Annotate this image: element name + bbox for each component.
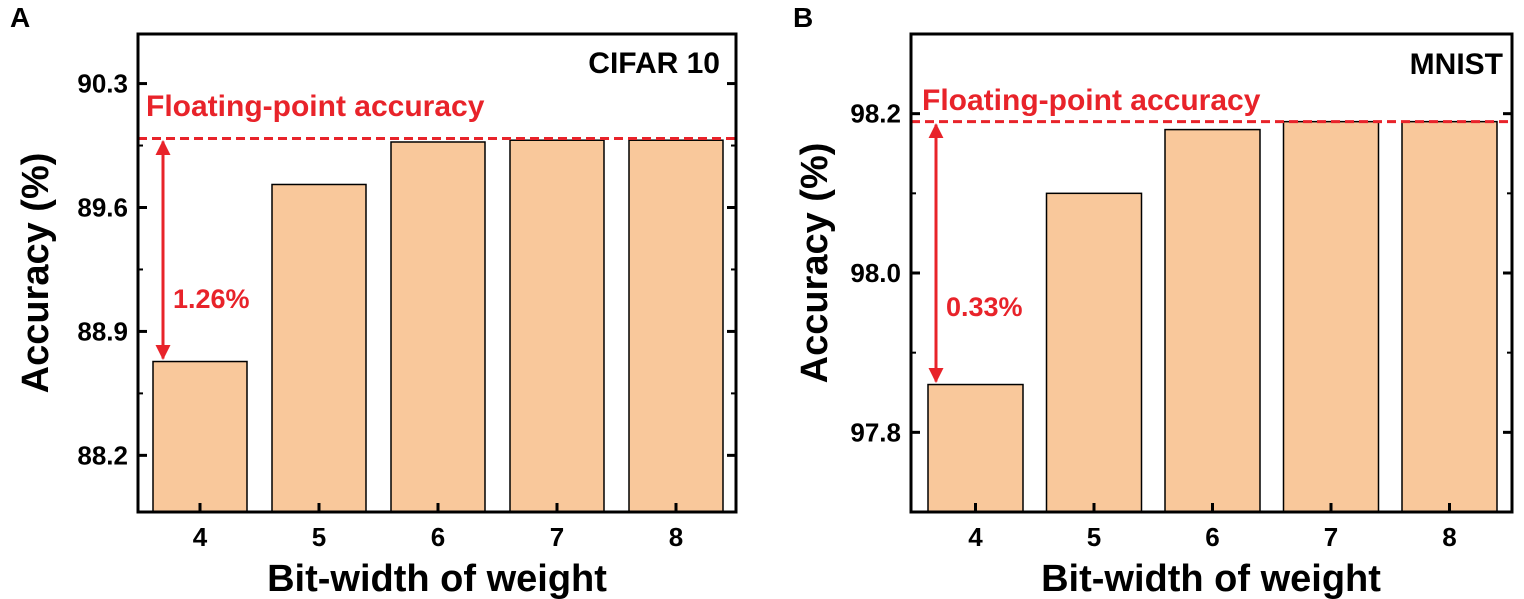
bar-8 <box>1401 120 1498 513</box>
y-tick-label: 90.3 <box>77 69 128 99</box>
y-tick-label: 97.8 <box>850 417 901 447</box>
x-tick-label: 7 <box>550 522 564 552</box>
x-tick-label: 8 <box>669 522 683 552</box>
bar-7 <box>509 139 605 513</box>
y-tick-label: 98.2 <box>850 99 901 129</box>
chart-panel-a: A 1.26% Floating-point accuracy CIFAR 10… <box>10 2 738 599</box>
y-tick-label: 88.2 <box>77 440 128 470</box>
y-tick-label: 98.0 <box>850 258 901 288</box>
gap-label-b: 0.33% <box>946 292 1023 322</box>
x-tick-label: 5 <box>1087 522 1101 552</box>
x-axis-title-a: Bit-width of weight <box>267 558 607 599</box>
x-tick-label: 5 <box>312 522 326 552</box>
bar-8 <box>628 139 724 513</box>
y-axis-b: 97.8 98.0 98.2 <box>850 99 1512 447</box>
y-tick-label: 88.9 <box>77 316 128 346</box>
bar-4 <box>927 383 1024 513</box>
bar-7 <box>1282 120 1380 513</box>
bar-4 <box>152 360 248 513</box>
bars-group-a <box>152 139 724 513</box>
x-tick-label: 4 <box>193 522 208 552</box>
y-tick-label: 89.6 <box>77 192 128 222</box>
x-tick-label: 6 <box>431 522 445 552</box>
x-tick-label: 8 <box>1442 522 1456 552</box>
reference-label-a: Floating-point accuracy <box>146 90 485 123</box>
chart-panel-b: B 0.33% Floating-point accuracy MNIST 97… <box>793 2 1514 599</box>
panel-letter-a: A <box>10 2 30 33</box>
x-axis-title-b: Bit-width of weight <box>1041 558 1381 599</box>
x-tick-label: 7 <box>1324 522 1338 552</box>
bar-6 <box>390 141 486 513</box>
y-axis-title-a: Accuracy (%) <box>15 153 57 394</box>
bar-5 <box>1045 192 1143 513</box>
x-tick-label: 4 <box>968 522 983 552</box>
bar-5 <box>271 183 367 513</box>
x-axis-b: 4 5 6 7 8 <box>968 503 1457 552</box>
panel-letter-b: B <box>793 2 813 33</box>
y-axis-title-b: Accuracy (%) <box>794 143 836 384</box>
bar-6 <box>1164 128 1261 513</box>
reference-label-b: Floating-point accuracy <box>922 84 1261 117</box>
dataset-label-b: MNIST <box>1410 48 1503 81</box>
gap-label-a: 1.26% <box>173 284 250 314</box>
x-axis-a: 4 5 6 7 8 <box>193 503 683 552</box>
dataset-label-a: CIFAR 10 <box>588 47 720 80</box>
bars-group-b <box>927 120 1498 513</box>
x-tick-label: 6 <box>1205 522 1219 552</box>
y-axis-a: 88.2 88.9 89.6 90.3 <box>77 69 736 470</box>
